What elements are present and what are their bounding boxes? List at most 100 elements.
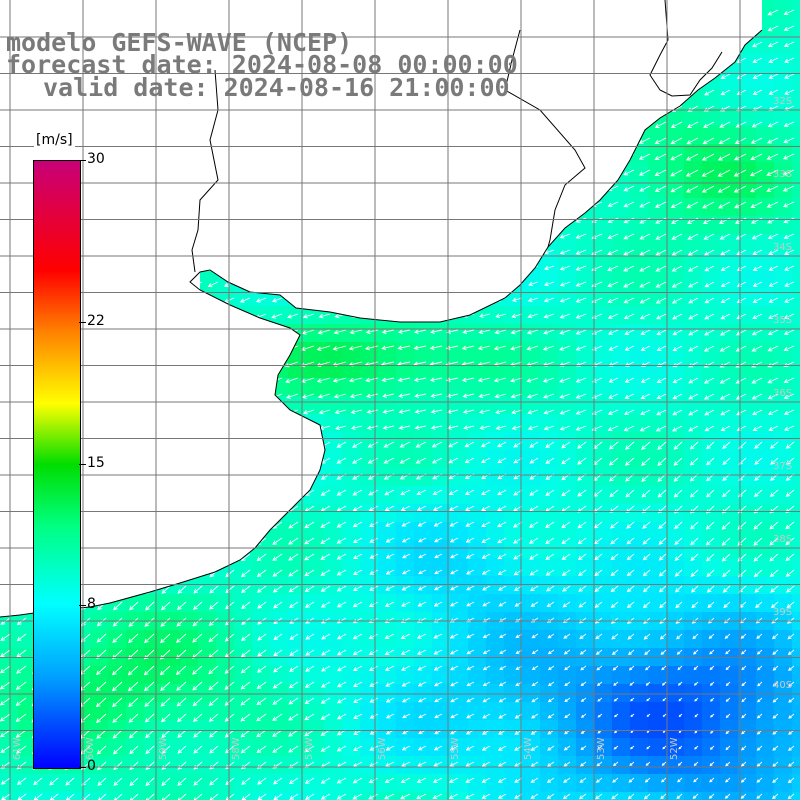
wind-cell (198, 270, 217, 289)
wind-arrow (629, 745, 635, 750)
wind-arrow (654, 169, 667, 176)
wind-cell (414, 504, 433, 523)
wind-cell (612, 342, 631, 361)
wind-cell (720, 576, 739, 595)
wind-cell (594, 360, 613, 379)
wind-arrow (640, 377, 651, 383)
land-mass (0, 0, 762, 617)
wind-arrow (686, 121, 699, 128)
wind-arrow (417, 745, 427, 751)
wind-arrow (526, 377, 539, 383)
wind-arrow (481, 745, 491, 751)
wind-arrow (658, 553, 667, 561)
wind-cell (342, 396, 361, 415)
wind-arrow (257, 633, 267, 641)
wind-arrow (240, 729, 251, 738)
wind-cell (468, 666, 487, 685)
wind-cell (630, 324, 649, 343)
wind-arrow (144, 633, 155, 644)
wind-cell (396, 774, 415, 793)
wind-cell (576, 720, 595, 739)
wind-cell (18, 774, 37, 793)
wind-cell (666, 684, 685, 703)
wind-arrow (111, 665, 123, 676)
wind-cell (360, 468, 379, 487)
wind-arrow (706, 569, 715, 578)
wind-arrow (448, 489, 459, 495)
wind-cell (702, 666, 721, 685)
wind-arrow (0, 681, 11, 690)
wind-arrow (368, 601, 379, 607)
wind-cell (684, 702, 703, 721)
wind-arrow (97, 777, 107, 786)
wind-arrow (209, 761, 219, 770)
wind-arrow (752, 425, 763, 431)
wind-arrow (416, 649, 427, 655)
wind-cell (756, 702, 775, 721)
wind-arrow (65, 777, 75, 786)
wind-arrow (687, 233, 699, 240)
wind-cell (792, 36, 800, 55)
wind-arrow (367, 441, 379, 448)
wind-cell (648, 720, 667, 739)
wind-cell (342, 468, 361, 487)
wind-cell (792, 342, 800, 361)
wind-arrow (623, 169, 635, 176)
wind-arrow (788, 681, 795, 687)
wind-arrow (623, 425, 635, 432)
wind-arrow (161, 777, 171, 786)
wind-cell (594, 504, 613, 523)
wind-arrow (722, 457, 731, 466)
wind-arrow (659, 633, 667, 640)
wind-cell (738, 252, 757, 271)
wind-cell (306, 774, 325, 793)
wind-cell (774, 324, 793, 343)
wind-arrow (257, 649, 267, 657)
wind-arrow (161, 729, 171, 739)
wind-arrow (717, 153, 731, 161)
wind-cell (270, 738, 289, 757)
wind-cell (594, 468, 613, 487)
wind-arrow (559, 233, 571, 239)
wind-cell (90, 666, 109, 685)
wind-arrow (546, 601, 555, 608)
wind-cell (666, 360, 685, 379)
wind-arrow (369, 681, 379, 687)
wind-cell (720, 108, 739, 127)
wind-cell (342, 504, 361, 523)
wind-arrow (416, 489, 427, 496)
wind-arrow (562, 601, 571, 608)
wind-cell (774, 702, 793, 721)
wind-cell (756, 558, 775, 577)
wind-arrow (753, 489, 763, 498)
wind-cell (576, 540, 595, 559)
wind-arrow (658, 537, 667, 545)
wind-cell (360, 738, 379, 757)
wind-arrow (607, 281, 619, 288)
wind-cell (792, 144, 800, 163)
wind-cell (702, 450, 721, 469)
wind-cell (126, 774, 145, 793)
wind-arrow (688, 377, 699, 384)
wind-arrow (464, 457, 475, 464)
wind-arrow (193, 761, 203, 770)
wind-cell (360, 720, 379, 739)
wind-cell (360, 522, 379, 541)
wind-arrow (677, 761, 683, 766)
wind-cell (504, 738, 523, 757)
wind-cell (468, 774, 487, 793)
wind-cell (504, 792, 523, 800)
wind-arrow (336, 521, 347, 528)
wind-cell (666, 450, 685, 469)
wind-arrow (577, 537, 587, 545)
wind-arrow (654, 185, 667, 192)
wind-cell (180, 594, 199, 613)
wind-cell (612, 360, 631, 379)
longitude-labels: 61W 60W 59W 58W 57W 56W 55W 54W 53W 52W (12, 737, 680, 760)
wind-arrow (466, 649, 475, 655)
wind-cell (774, 54, 793, 73)
wind-cell (396, 576, 415, 595)
wind-arrow (128, 633, 139, 644)
wind-cell (504, 504, 523, 523)
wind-arrow (145, 729, 155, 739)
